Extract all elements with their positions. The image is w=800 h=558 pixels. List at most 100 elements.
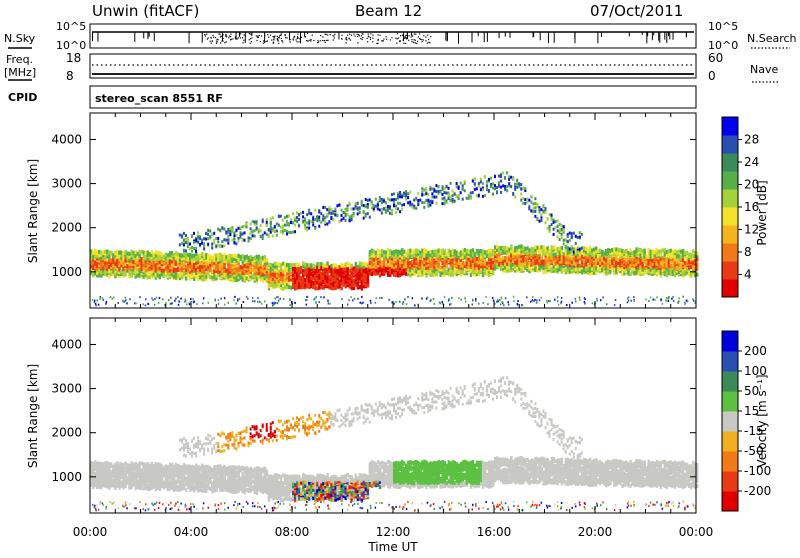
power-cell xyxy=(233,232,235,235)
noise-search-point xyxy=(404,36,405,37)
power-cell xyxy=(310,212,312,215)
power-cell xyxy=(383,200,385,203)
power-cell xyxy=(159,297,161,299)
power-cell xyxy=(302,215,304,218)
power-cell xyxy=(409,203,411,206)
power-cell xyxy=(205,232,207,235)
power-cell xyxy=(446,192,448,195)
power-cell xyxy=(454,200,456,203)
power-cell xyxy=(233,238,235,241)
power-cell xyxy=(452,190,454,193)
power-cell xyxy=(494,184,496,187)
power-cell xyxy=(264,231,266,234)
power-cell xyxy=(395,211,397,214)
noise-search-point xyxy=(391,37,392,38)
power-cell xyxy=(413,199,415,202)
power-cell xyxy=(207,243,209,246)
power-cell xyxy=(399,301,401,303)
power-cell xyxy=(225,239,227,242)
noise-search-point xyxy=(405,43,406,44)
freq-right-tick-bottom: 0 xyxy=(708,69,716,83)
power-cell xyxy=(575,242,577,245)
power-data-layer xyxy=(90,171,698,306)
noise-search-point xyxy=(372,35,373,36)
power-cell xyxy=(95,303,97,305)
noise-search-point xyxy=(281,38,282,39)
power-cell xyxy=(510,244,512,248)
power-cell xyxy=(441,197,443,200)
power-cell xyxy=(351,214,353,217)
power-cell xyxy=(452,198,454,201)
power-cell xyxy=(480,188,482,191)
power-cell xyxy=(547,217,549,220)
power-cell xyxy=(304,227,306,230)
power-cell xyxy=(276,222,278,225)
power-cell xyxy=(452,194,454,197)
noise-search-point xyxy=(404,38,405,39)
power-cell xyxy=(125,297,127,299)
power-cell xyxy=(569,248,571,251)
power-cell xyxy=(178,304,180,306)
power-cell xyxy=(448,187,450,190)
noise-search-point xyxy=(362,33,363,34)
power-cell xyxy=(185,238,187,241)
noise-search-point xyxy=(362,39,363,40)
noise-search-point xyxy=(210,37,211,38)
power-cell xyxy=(482,182,484,185)
power-cell xyxy=(139,296,141,298)
power-cell xyxy=(460,191,462,194)
power-cell xyxy=(360,302,362,304)
power-cell xyxy=(347,304,349,306)
power-cell xyxy=(492,193,494,196)
power-cell xyxy=(223,238,225,241)
noise-search-point xyxy=(293,37,294,38)
power-cell xyxy=(318,219,320,222)
noise-search-point xyxy=(372,38,373,39)
power-cell xyxy=(547,227,549,230)
power-cell xyxy=(549,300,551,302)
power-cell xyxy=(528,199,530,202)
power-cell xyxy=(352,299,354,301)
power-cell xyxy=(431,196,433,199)
noise-search-point xyxy=(428,39,429,40)
power-cell xyxy=(185,299,187,301)
power-cell xyxy=(541,297,543,299)
power-cell xyxy=(233,234,235,237)
power-cell xyxy=(353,212,355,215)
power-cell xyxy=(323,296,325,298)
noise-left-label: N.Sky xyxy=(4,32,36,45)
power-cell xyxy=(314,298,316,300)
power-cell xyxy=(444,202,446,205)
noise-search-point xyxy=(327,40,328,41)
noise-search-point xyxy=(427,42,428,43)
power-cell xyxy=(421,187,423,190)
power-cell xyxy=(391,193,393,196)
noise-search-point xyxy=(230,36,231,37)
power-cell xyxy=(256,220,258,223)
power-cell xyxy=(399,202,401,205)
power-cell xyxy=(367,199,369,202)
noise-search-point xyxy=(351,35,352,36)
power-cell xyxy=(145,304,147,306)
cpid-label: CPID xyxy=(8,91,37,104)
power-cell xyxy=(192,298,194,300)
power-cell xyxy=(441,301,443,303)
power-cell xyxy=(496,301,498,303)
power-cell xyxy=(239,226,241,229)
noise-search-point xyxy=(237,38,238,39)
power-cell xyxy=(528,207,530,210)
power-cell xyxy=(257,301,259,303)
power-cell xyxy=(370,300,372,302)
noise-search-point xyxy=(217,39,218,40)
power-cell xyxy=(393,303,395,305)
power-cell xyxy=(409,191,411,194)
power-cell xyxy=(94,300,96,302)
noise-search-point xyxy=(366,38,367,39)
power-cell xyxy=(145,298,147,300)
power-cell xyxy=(474,177,476,180)
noise-search-point xyxy=(274,37,275,38)
power-cell xyxy=(353,207,355,210)
power-cell xyxy=(326,213,328,216)
power-cell xyxy=(441,188,443,191)
power-cell xyxy=(363,211,365,214)
